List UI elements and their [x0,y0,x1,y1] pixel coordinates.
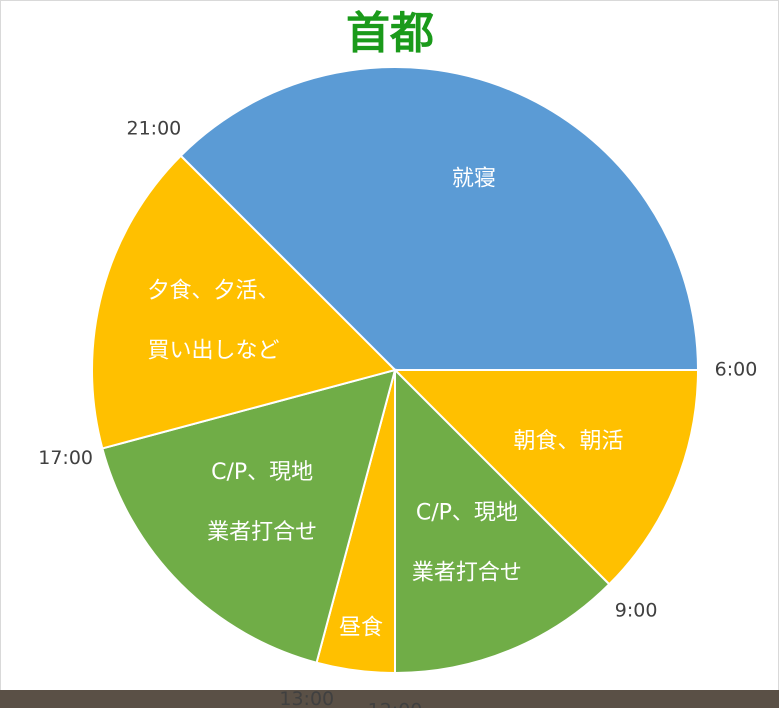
chart: 首都 就寝21:00朝食、朝活6:00C/P、現地業者打合せ9:00昼食12:0… [0,0,779,708]
slice-label: 就寝 [452,167,496,192]
slice-label: 業者打合せ [412,561,522,586]
slice-label: C/P、現地 [211,460,313,485]
slice-label: 買い出しなど [148,338,280,363]
time-label: 6:00 [715,359,758,381]
time-label: 13:00 [279,688,334,708]
slice-label: 朝食、朝活 [514,429,624,454]
time-label: 9:00 [615,600,658,622]
time-label: 17:00 [38,447,93,469]
slice-label: C/P、現地 [416,501,518,526]
time-label: 21:00 [126,117,181,139]
time-label: 12:00 [368,700,423,708]
slice-label: 夕食、夕活、 [148,278,280,303]
slice-label: 業者打合せ [207,520,317,545]
chart-title: 首都 [346,8,434,59]
slice-label: 昼食 [339,615,383,640]
